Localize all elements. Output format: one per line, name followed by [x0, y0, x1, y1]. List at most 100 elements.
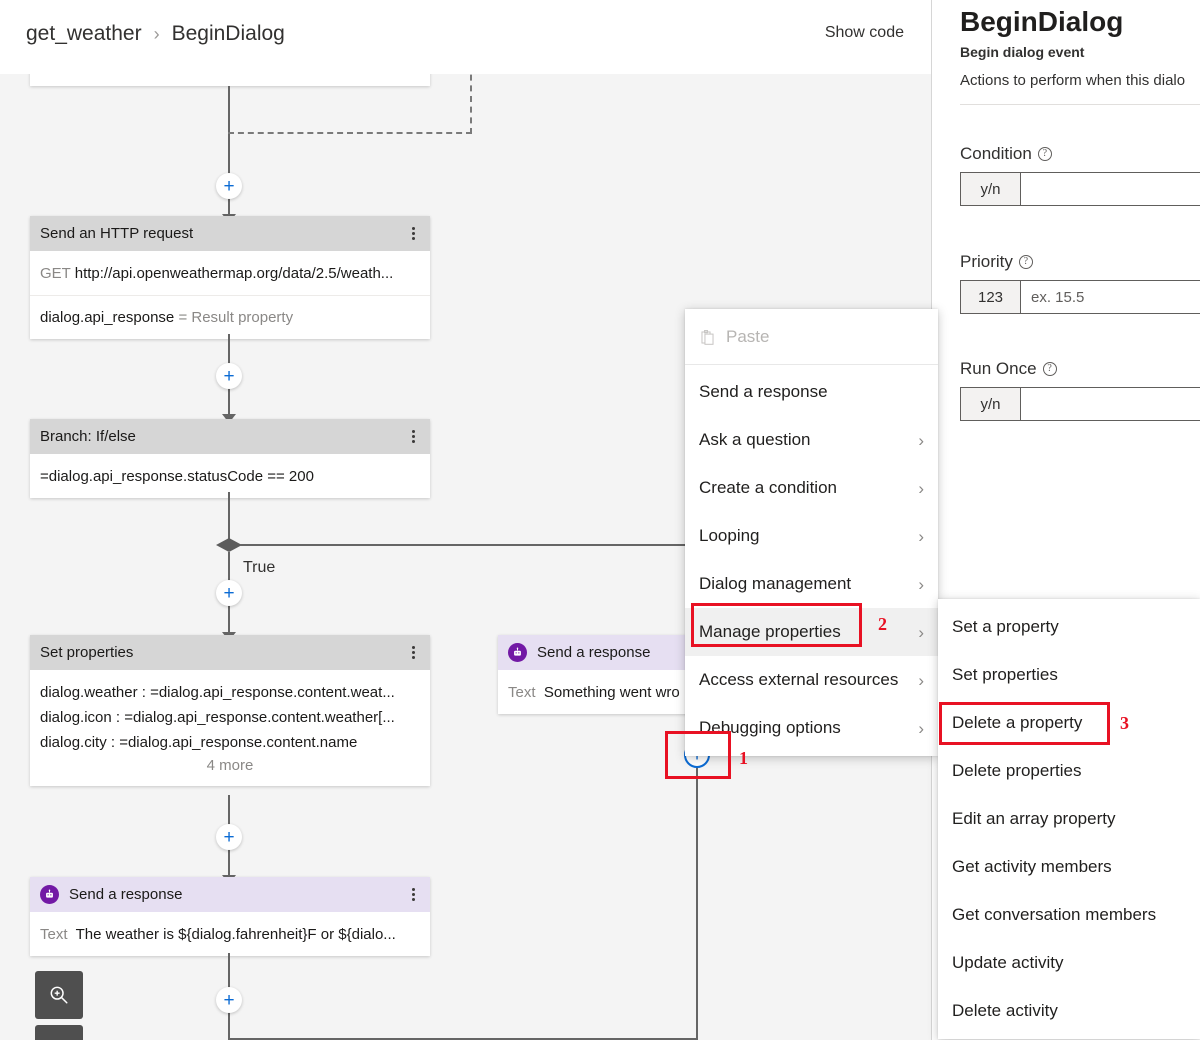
branch-diamond-icon — [216, 538, 242, 552]
node-row: dialog.weather : =dialog.api_response.co… — [40, 684, 395, 701]
bot-icon — [508, 643, 527, 662]
submenu-item-get-activity-members[interactable]: Get activity members — [938, 843, 1200, 891]
node-send-http-request[interactable]: Send an HTTP request GET http://api.open… — [30, 216, 430, 339]
help-icon[interactable]: ? — [1037, 147, 1052, 161]
node-header[interactable]: Send a response — [30, 877, 430, 912]
submenu-item-set-a-property[interactable]: Set a property — [938, 603, 1200, 651]
node-row-prefix: dialog.api_response — [40, 309, 175, 326]
node-header[interactable]: Branch: If/else — [30, 419, 430, 454]
panel-title: BeginDialog — [960, 6, 1124, 37]
node-menu-icon[interactable] — [406, 646, 420, 659]
add-node-button[interactable]: + — [216, 987, 242, 1013]
add-node-button[interactable]: + — [216, 580, 242, 606]
add-node-button[interactable]: + — [216, 824, 242, 850]
panel-divider-rule — [960, 104, 1200, 105]
menu-item-label: Delete properties — [952, 761, 1082, 780]
menu-item-dialog-management[interactable]: Dialog management › — [685, 560, 938, 608]
zoom-out-button[interactable] — [35, 1025, 83, 1040]
submenu-item-get-conversation-members[interactable]: Get conversation members — [938, 891, 1200, 939]
node-row-prefix: Text — [508, 684, 536, 701]
dashed-connector — [470, 74, 472, 134]
node-more-label[interactable]: 4 more — [206, 757, 254, 774]
priority-input[interactable]: ex. 15.5 — [1031, 288, 1085, 306]
submenu-item-delete-activity[interactable]: Delete activity — [938, 987, 1200, 1035]
breadcrumb: get_weather › BeginDialog — [26, 22, 285, 46]
node-send-response-main[interactable]: Send a response Text The weather is ${di… — [30, 877, 430, 956]
menu-item-label: Looping — [699, 526, 760, 545]
menu-item-manage-properties[interactable]: Manage properties › — [685, 608, 938, 656]
node-row-prefix: Text — [40, 926, 68, 943]
node-set-properties[interactable]: Set properties dialog.weather : =dialog.… — [30, 635, 430, 786]
chevron-right-icon: › — [918, 526, 924, 546]
node-row-text: = Result property — [178, 309, 294, 326]
menu-item-ask-a-question[interactable]: Ask a question › — [685, 416, 938, 464]
connector-line — [228, 1038, 698, 1040]
run-once-input[interactable] — [1021, 388, 1200, 420]
node-row: =dialog.api_response.statusCode == 200 — [40, 464, 420, 489]
zoom-in-button[interactable] — [35, 971, 83, 1019]
field-input[interactable]: 123 ex. 15.5 — [960, 280, 1200, 314]
add-node-button[interactable]: + — [216, 363, 242, 389]
annotation-number-1: 1 — [739, 748, 748, 768]
node-title: Send an HTTP request — [40, 225, 194, 242]
context-submenu-manage-properties[interactable]: Set a property Set properties Delete a p… — [938, 599, 1200, 1039]
field-type-prefix: y/n — [961, 388, 1021, 420]
node-title: Send a response — [69, 886, 183, 903]
node-header[interactable]: Set properties — [30, 635, 430, 670]
field-input[interactable]: y/n — [960, 387, 1200, 421]
field-label-text: Condition — [960, 144, 1032, 163]
menu-item-label: Update activity — [952, 953, 1064, 972]
add-node-button[interactable]: + — [216, 173, 242, 199]
dashed-connector — [228, 132, 472, 134]
node-menu-icon[interactable] — [406, 430, 420, 443]
help-icon[interactable]: ? — [1018, 255, 1033, 269]
help-icon[interactable]: ? — [1042, 362, 1057, 376]
field-input[interactable]: y/n — [960, 172, 1200, 206]
node-row: dialog.api_response = Result property — [40, 305, 420, 330]
menu-item-label: Delete activity — [952, 1001, 1058, 1020]
node-header[interactable]: Send an HTTP request — [30, 216, 430, 251]
menu-item-label: Get conversation members — [952, 905, 1157, 924]
node-body: Text The weather is ${dialog.fahrenheit}… — [30, 912, 430, 956]
menu-item-label: Create a condition — [699, 478, 837, 497]
panel-description: Actions to perform when this dialo — [960, 72, 1186, 89]
menu-item-create-a-condition[interactable]: Create a condition › — [685, 464, 938, 512]
menu-separator — [685, 364, 938, 365]
submenu-item-edit-an-array-property[interactable]: Edit an array property — [938, 795, 1200, 843]
show-code-button[interactable]: Show code — [824, 24, 904, 41]
node-row: Text The weather is ${dialog.fahrenheit}… — [40, 922, 420, 947]
node-menu-icon[interactable] — [406, 888, 420, 901]
node-row: dialog.icon : =dialog.api_response.conte… — [40, 709, 395, 726]
breadcrumb-item-dialog[interactable]: get_weather — [26, 22, 142, 45]
condition-input[interactable] — [1021, 173, 1200, 205]
node-menu-icon[interactable] — [406, 227, 420, 240]
menu-item-label: Paste — [726, 327, 770, 346]
field-label-text: Priority — [960, 252, 1013, 271]
annotation-number-2: 2 — [878, 614, 887, 634]
chevron-right-icon: › — [918, 718, 924, 738]
submenu-item-set-properties[interactable]: Set properties — [938, 651, 1200, 699]
submenu-item-delete-a-property[interactable]: Delete a property — [938, 699, 1200, 747]
context-menu[interactable]: Paste Send a response Ask a question › C… — [685, 309, 938, 756]
connector-line — [696, 710, 698, 1040]
chevron-right-icon: › — [918, 670, 924, 690]
menu-item-send-a-response[interactable]: Send a response — [685, 368, 938, 416]
menu-item-looping[interactable]: Looping › — [685, 512, 938, 560]
field-condition: Condition ? y/n — [960, 144, 1200, 206]
node-clipped-top[interactable] — [30, 74, 430, 86]
node-body: GET http://api.openweathermap.org/data/2… — [30, 251, 430, 295]
node-row-text: Something went wro — [543, 684, 680, 701]
node-body: dialog.weather : =dialog.api_response.co… — [30, 670, 430, 786]
node-row-text: =dialog.api_response.statusCode == 200 — [40, 468, 314, 485]
menu-item-label: Access external resources — [699, 670, 899, 689]
submenu-item-update-activity[interactable]: Update activity — [938, 939, 1200, 987]
menu-item-access-external-resources[interactable]: Access external resources › — [685, 656, 938, 704]
submenu-item-delete-properties[interactable]: Delete properties — [938, 747, 1200, 795]
menu-item-label: Manage properties — [699, 622, 841, 641]
node-branch-if-else[interactable]: Branch: If/else =dialog.api_response.sta… — [30, 419, 430, 498]
breadcrumb-item-trigger[interactable]: BeginDialog — [171, 22, 285, 45]
menu-item-debugging-options[interactable]: Debugging options › — [685, 704, 938, 752]
menu-item-paste: Paste — [685, 313, 938, 361]
node-body: dialog.api_response = Result property — [30, 295, 430, 339]
field-type-prefix: y/n — [961, 173, 1021, 205]
